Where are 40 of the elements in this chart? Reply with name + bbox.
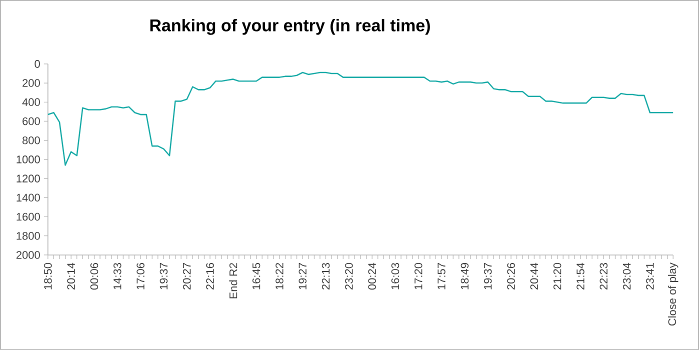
x-tick-label: 22:13 xyxy=(322,263,330,290)
x-tick-label: 16:03 xyxy=(391,263,400,290)
y-tick-label: 1400 xyxy=(16,194,40,202)
x-tick-label: 18:22 xyxy=(276,263,284,290)
y-tick-label: 2000 xyxy=(16,251,40,259)
x-tick-label: 16:45 xyxy=(252,263,260,290)
x-tick-label: End R2 xyxy=(229,263,238,298)
x-tick-label: 00:06 xyxy=(90,263,98,290)
x-tick-label: 20:14 xyxy=(67,262,75,290)
x-tick-label: 17:57 xyxy=(438,263,446,290)
x-tick-label: 20:27 xyxy=(182,263,191,290)
y-tick-label: 400 xyxy=(22,98,40,106)
y-tick-label: 1200 xyxy=(16,174,40,182)
x-tick-label: 22:16 xyxy=(206,263,214,290)
y-tick-label: 1600 xyxy=(16,212,40,221)
x-tick-label: 17:20 xyxy=(414,262,422,290)
x-tick-label: 19:27 xyxy=(298,263,307,290)
x-tick-label: 23:41 xyxy=(646,263,654,290)
y-tick-label: 200 xyxy=(22,79,40,87)
x-tick-label: 20:44 xyxy=(530,262,538,290)
chart-title: Ranking of your entry (in real time) xyxy=(150,18,430,35)
x-tick-label: Close of play xyxy=(668,262,678,326)
x-tick-label: 21:20 xyxy=(553,262,562,290)
x-tick-label: 23:20 xyxy=(345,262,353,290)
y-tick-label: 0 xyxy=(34,60,40,68)
x-tick-label: 18:50 xyxy=(44,262,52,290)
x-tick-label: 22:23 xyxy=(600,263,608,290)
x-tick-label: 23:04 xyxy=(622,262,631,290)
x-tick-label: 19:37 xyxy=(484,263,492,290)
x-tick-label: 17:06 xyxy=(136,263,144,290)
x-tick-label: 20:26 xyxy=(507,263,515,290)
x-tick-label: 19:37 xyxy=(160,263,168,290)
x-tick-label: 21:54 xyxy=(576,262,584,290)
x-tick-label: 00:24 xyxy=(368,262,376,290)
x-tick-label: 14:33 xyxy=(114,263,122,290)
y-tick-label: 600 xyxy=(22,117,40,126)
y-tick-label: 1000 xyxy=(16,156,40,164)
y-tick-label: 800 xyxy=(22,136,40,144)
x-tick-label: 18:49 xyxy=(460,263,469,290)
y-tick-label: 1800 xyxy=(16,232,40,240)
